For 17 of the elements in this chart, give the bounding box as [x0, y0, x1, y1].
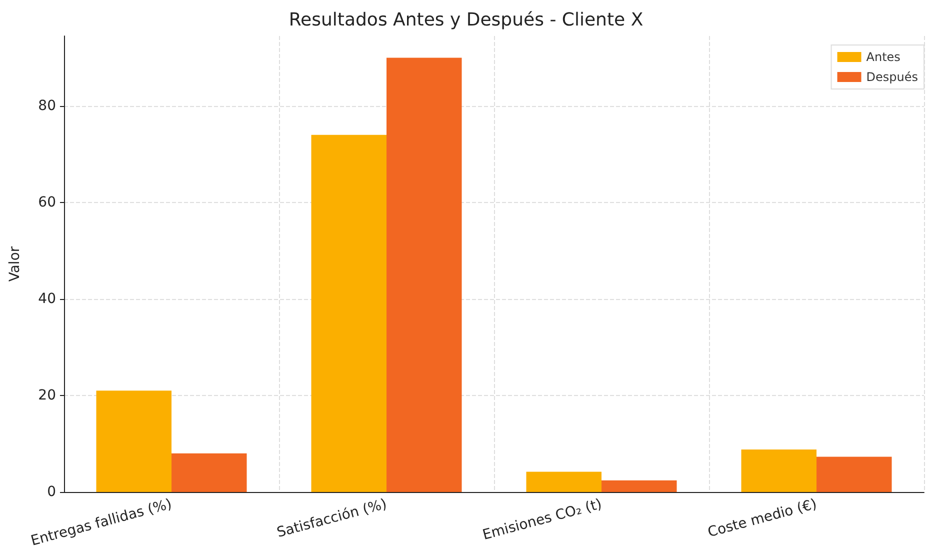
bar: [526, 472, 602, 492]
bar: [96, 390, 172, 492]
bar: [311, 134, 386, 492]
x-tick-label: Coste medio (€): [706, 496, 819, 541]
y-tick-label: 60: [38, 194, 56, 210]
y-axis-title: Valor: [7, 246, 23, 282]
legend-label: Antes: [866, 50, 900, 64]
bar: [741, 450, 816, 492]
y-tick-label: 40: [38, 290, 56, 307]
bar: [602, 480, 677, 492]
legend-label: Después: [866, 70, 918, 84]
bar: [172, 453, 247, 492]
bar: [386, 58, 462, 492]
chart-title: Resultados Antes y Después - Cliente X: [288, 10, 644, 30]
y-tick-label: 20: [38, 387, 56, 404]
y-tick-label: 80: [38, 98, 56, 114]
bar: [816, 456, 892, 492]
